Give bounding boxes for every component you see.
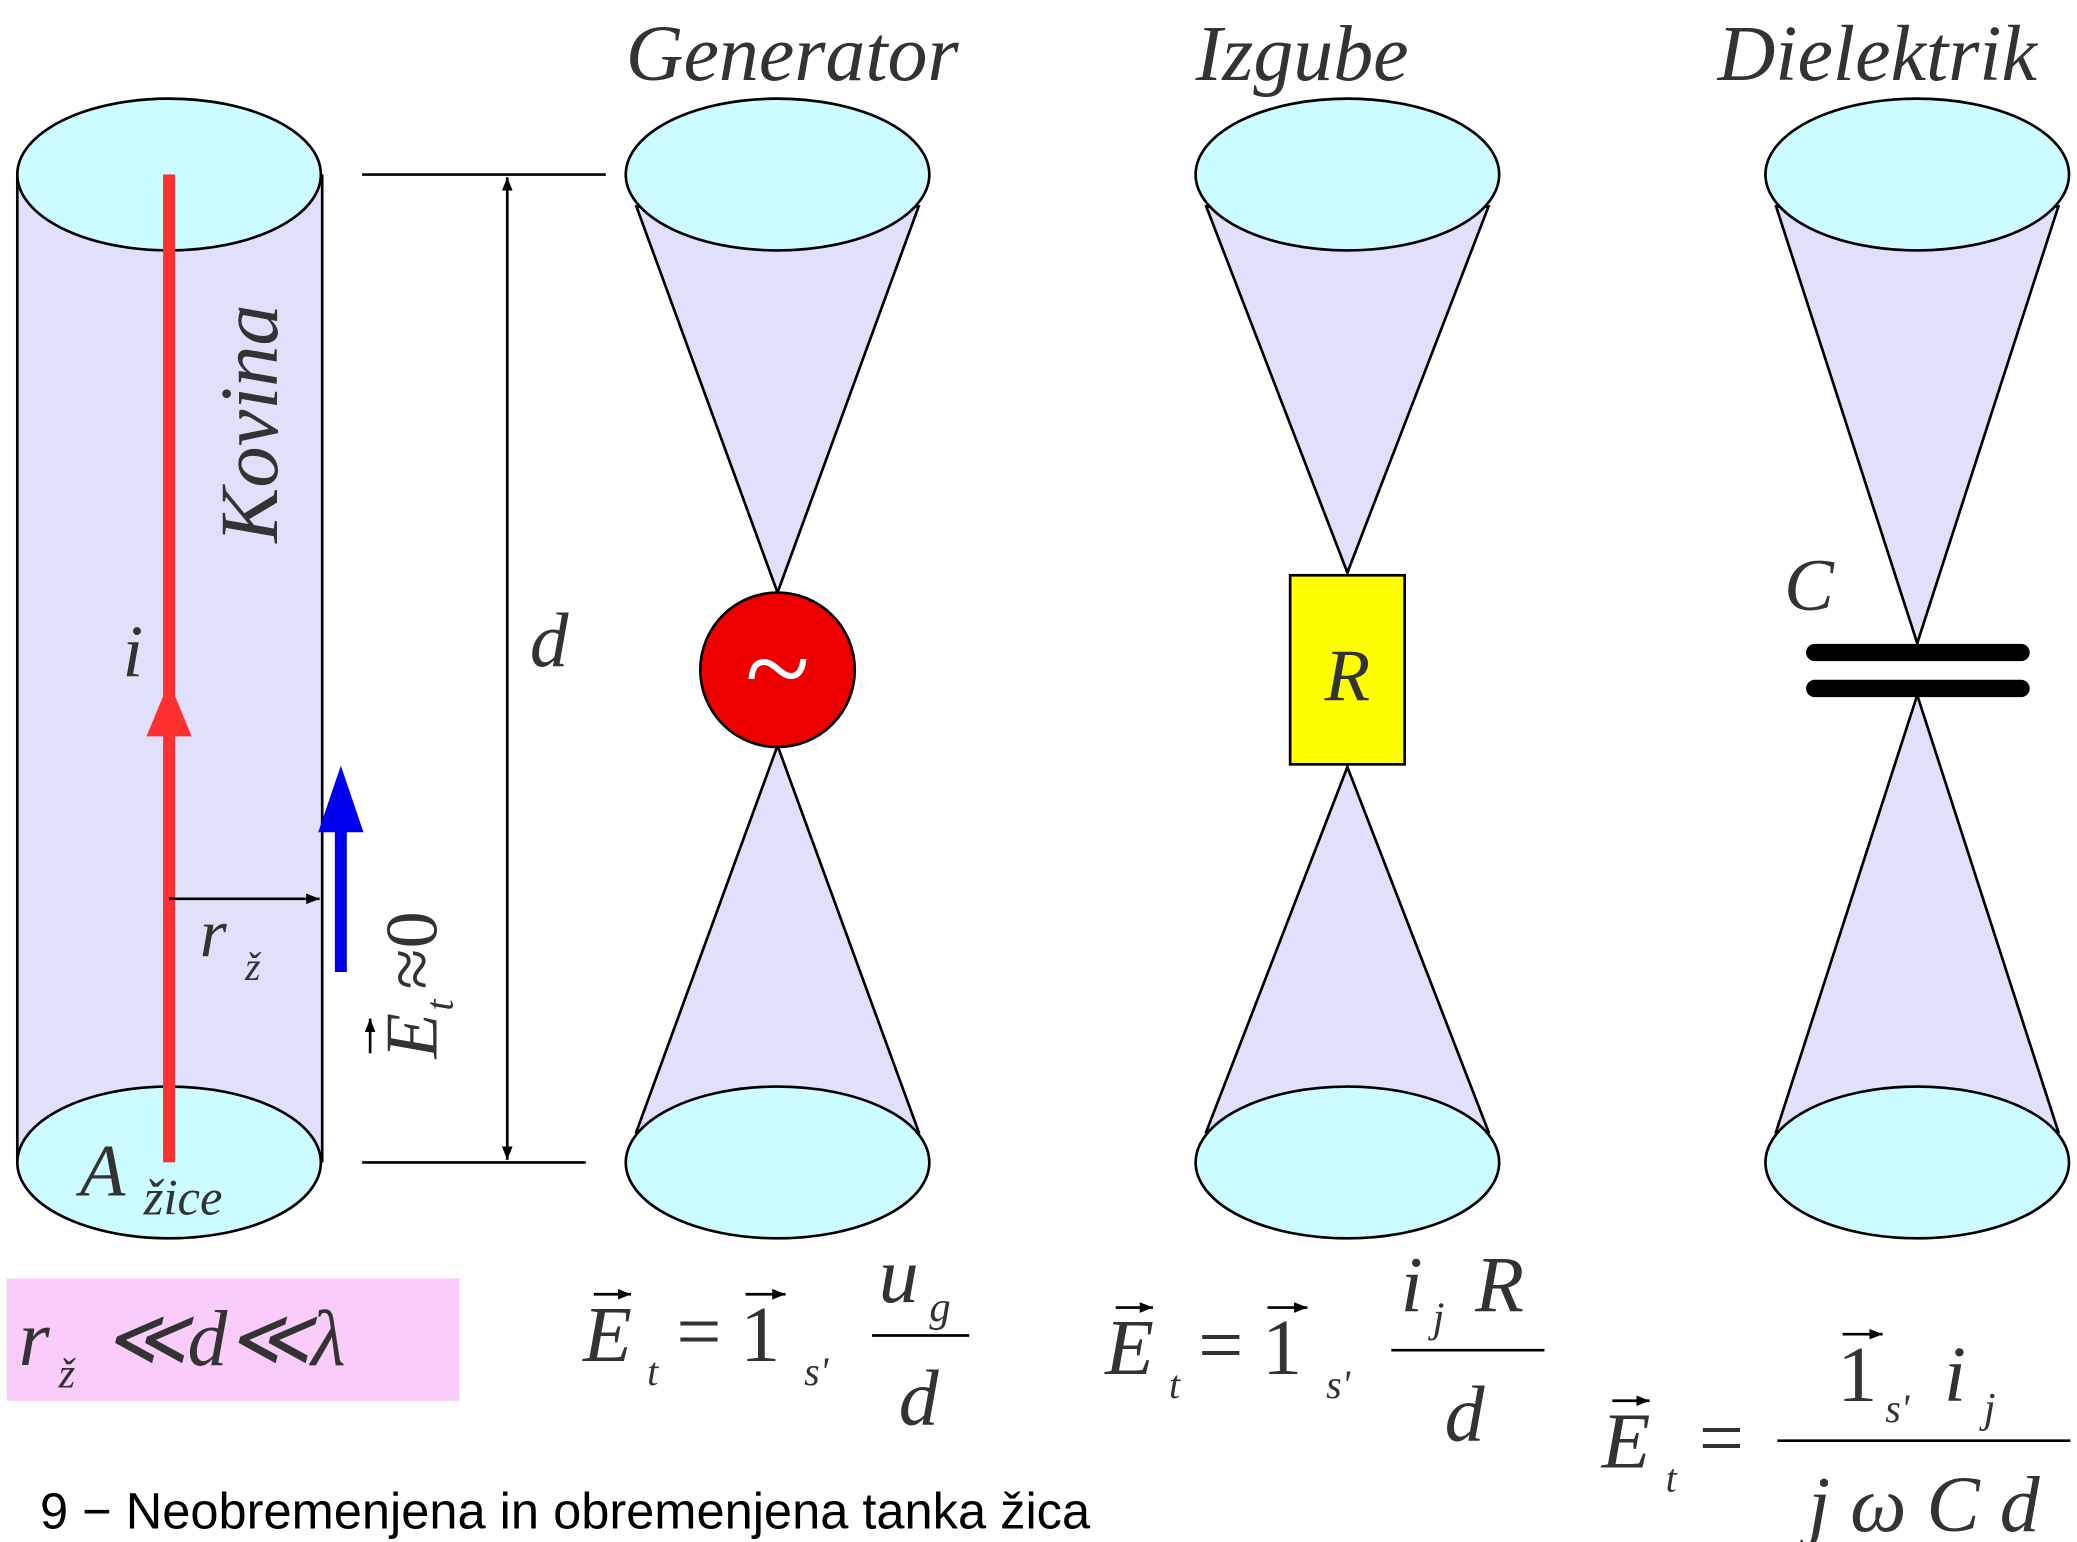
num: i xyxy=(1401,1242,1423,1330)
num: u xyxy=(879,1232,919,1320)
lhs-sub: t xyxy=(1169,1362,1181,1407)
radius-label: r xyxy=(200,894,228,971)
generator xyxy=(624,97,931,1240)
lhs-sub: t xyxy=(647,1349,659,1394)
title: Izgube xyxy=(1195,10,1409,98)
eq: = xyxy=(1699,1395,1744,1483)
unit-sub: s' xyxy=(804,1349,830,1394)
formula: E t = 1 s' u g d xyxy=(582,1232,970,1443)
formula: E t = 1 s' i j R d xyxy=(1104,1242,1545,1459)
num-sub: j xyxy=(1428,1295,1445,1342)
eq: = xyxy=(1198,1301,1243,1389)
den: d xyxy=(1445,1371,1486,1459)
formula: E t = 1 s' i j j ω C d xyxy=(1601,1328,2071,1542)
eq: = xyxy=(676,1288,721,1376)
unit: 1 xyxy=(1262,1304,1302,1392)
material-label: Kovina xyxy=(203,304,295,543)
field-rel: ≈0 xyxy=(372,911,454,989)
area-sub: žice xyxy=(143,1169,223,1225)
dimension xyxy=(362,173,606,1164)
den: j ω C d xyxy=(1799,1461,2041,1542)
num: i xyxy=(1944,1331,1966,1419)
resistor-symbol: R xyxy=(1324,635,1371,717)
lhs: E xyxy=(1104,1304,1154,1392)
resistor-gap xyxy=(1194,97,1501,1240)
radius-sub: ž xyxy=(244,944,262,989)
lhs: E xyxy=(582,1291,632,1379)
dimension-label: d xyxy=(530,597,569,683)
title: Dielektrik xyxy=(1717,10,2039,98)
generator-symbol: ~ xyxy=(745,601,810,734)
num-sub: j xyxy=(1979,1385,1996,1432)
unit: 1 xyxy=(1837,1331,1877,1419)
capacitor-symbol: C xyxy=(1784,545,1835,627)
field-label: E t ≈0 xyxy=(364,911,462,1060)
condition-rest: ≪d≪λ xyxy=(104,1295,346,1383)
wire xyxy=(15,97,364,1240)
condition-box xyxy=(6,1278,460,1401)
caption: 9 − Neobremenjena in obremenjena tanka ž… xyxy=(40,1483,1091,1540)
condition-sub: ž xyxy=(58,1350,77,1397)
area-label: A xyxy=(75,1131,126,1213)
lhs: E xyxy=(1601,1397,1651,1485)
lhs-sub: t xyxy=(1666,1455,1678,1500)
unit-sub: s' xyxy=(1326,1362,1352,1407)
capacitor-gap xyxy=(1764,97,2071,1240)
condition-r: r xyxy=(19,1295,51,1383)
current-label: i xyxy=(122,611,143,693)
num-tail: R xyxy=(1474,1242,1524,1330)
unit-sub: s' xyxy=(1885,1386,1911,1431)
title: Generator xyxy=(626,10,960,98)
num-sub: g xyxy=(929,1284,950,1331)
field: E xyxy=(372,1013,454,1060)
den: d xyxy=(899,1355,940,1443)
unit: 1 xyxy=(740,1291,780,1379)
field-sub: t xyxy=(417,999,462,1011)
